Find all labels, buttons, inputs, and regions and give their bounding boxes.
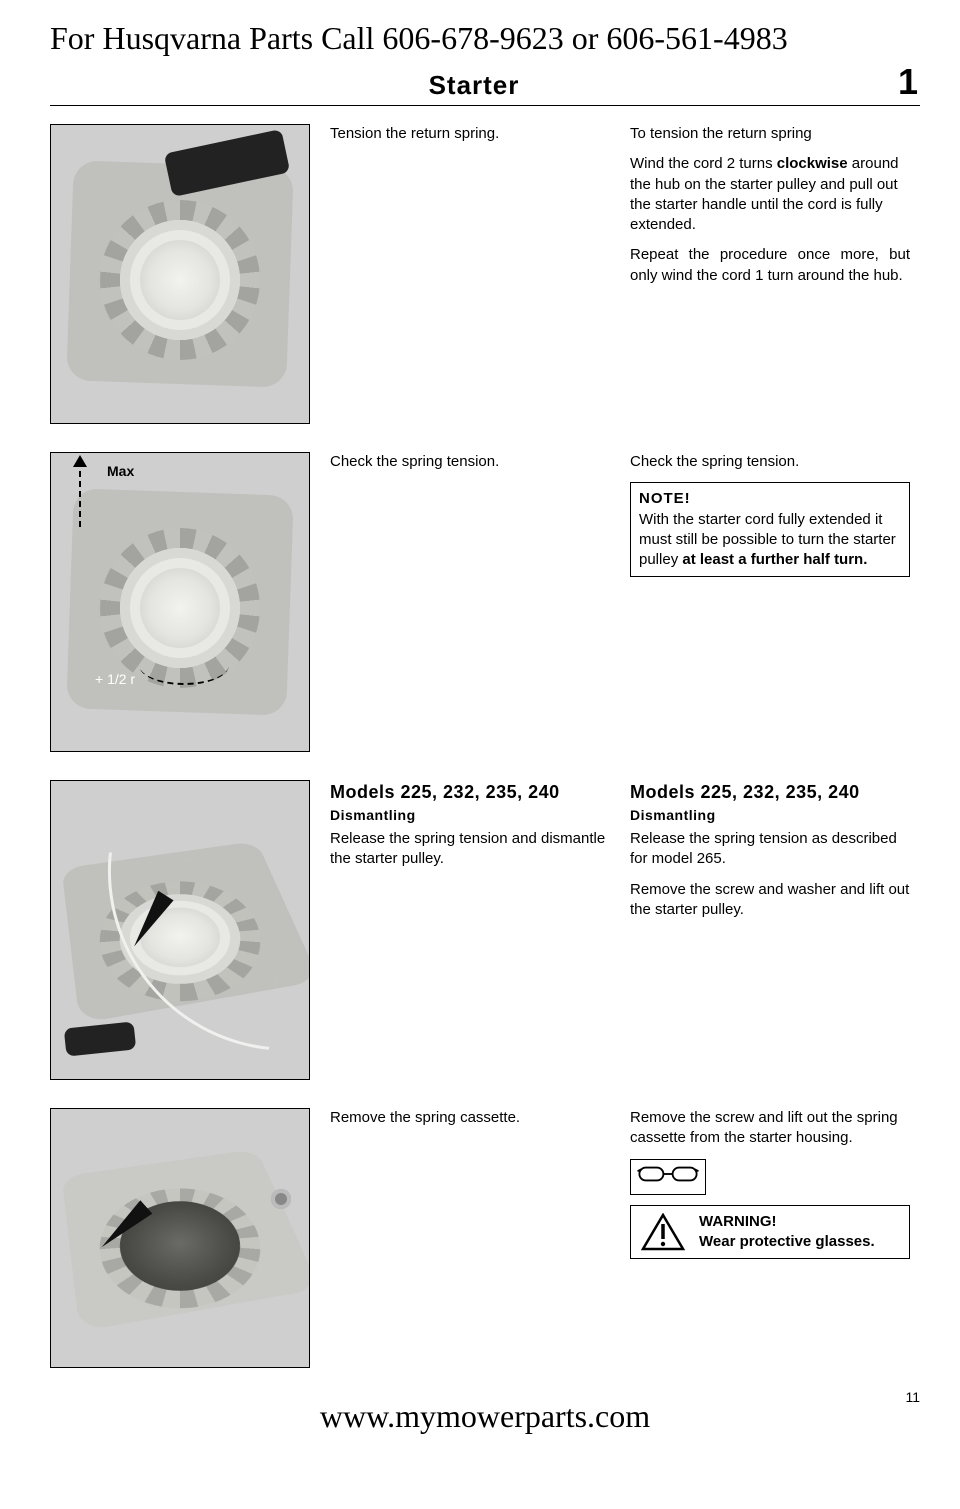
section-title: Starter	[50, 70, 898, 101]
step4-left-caption: Remove the spring cassette.	[330, 1108, 610, 1128]
figure-check-tension: Max + 1/2 r	[50, 452, 310, 752]
step3-right-sub: Dismantling	[630, 806, 910, 825]
figure-tension-spring	[50, 124, 310, 424]
step2-left-caption: Check the spring tension.	[330, 452, 610, 472]
step3-left-sub: Dismantling	[330, 806, 610, 825]
note-title: NOTE!	[639, 489, 901, 509]
label-half-turn: + 1/2 r	[95, 671, 135, 687]
step-row-1: Tension the return spring. To tension th…	[50, 124, 920, 424]
step1-right-col: To tension the return spring Wind the co…	[630, 124, 910, 296]
step3-right-heading: Models 225, 232, 235, 240	[630, 780, 910, 804]
header-top-line: For Husqvarna Parts Call 606-678-9623 or…	[50, 20, 920, 57]
section-number: 1	[898, 61, 920, 103]
note-box: NOTE! With the starter cord fully extend…	[630, 482, 910, 577]
step2-left-col: Check the spring tension.	[330, 452, 610, 482]
step4-left-col: Remove the spring cassette.	[330, 1108, 610, 1138]
max-indicator: Max	[107, 463, 134, 479]
step3-right-p1: Release the spring tension as described …	[630, 829, 910, 870]
step3-left-body: Release the spring tension and dismantle…	[330, 829, 610, 870]
warning-box: WARNING! Wear protective glasses.	[630, 1205, 910, 1260]
warning-title: WARNING!	[699, 1212, 875, 1232]
step1-right-p2: Repeat the procedure once more, but only…	[630, 245, 910, 286]
step2-right-caption: Check the spring tension.	[630, 452, 910, 472]
step3-right-col: Models 225, 232, 235, 240 Dismantling Re…	[630, 780, 910, 930]
step-row-4: Remove the spring cassette. Remove the s…	[50, 1108, 920, 1368]
step1-right-p1: Wind the cord 2 turns clockwise around t…	[630, 154, 910, 235]
warning-text: WARNING! Wear protective glasses.	[699, 1212, 875, 1253]
step3-right-p2: Remove the screw and washer and lift out…	[630, 880, 910, 921]
bold-text: at least a further half turn.	[682, 551, 867, 568]
note-body: With the starter cord fully extended it …	[639, 510, 901, 571]
step4-right-caption: Remove the screw and lift out the spring…	[630, 1108, 910, 1149]
bold-text: clockwise	[777, 155, 848, 172]
page-number: 11	[905, 1389, 920, 1405]
glasses-icon	[630, 1159, 706, 1195]
label-max: Max	[107, 463, 134, 479]
warning-icon	[641, 1213, 685, 1251]
step3-left-heading: Models 225, 232, 235, 240	[330, 780, 610, 804]
warning-body: Wear protective glasses.	[699, 1232, 875, 1252]
footer-url: www.mymowerparts.com	[50, 1398, 920, 1435]
step-row-3: Models 225, 232, 235, 240 Dismantling Re…	[50, 780, 920, 1080]
text: Wind the cord 2 turns	[630, 155, 777, 172]
figure-dismantle-pulley	[50, 780, 310, 1080]
step1-caption: Tension the return spring.	[330, 124, 610, 144]
step1-right-heading: To tension the return spring	[630, 124, 910, 144]
step3-left-col: Models 225, 232, 235, 240 Dismantling Re…	[330, 780, 610, 880]
step1-left-col: Tension the return spring.	[330, 124, 610, 154]
title-row: Starter 1	[50, 61, 920, 106]
step4-right-col: Remove the screw and lift out the spring…	[630, 1108, 910, 1259]
step-row-2: Max + 1/2 r Check the spring tension. Ch…	[50, 452, 920, 752]
step2-right-col: Check the spring tension. NOTE! With the…	[630, 452, 910, 577]
figure-spring-cassette	[50, 1108, 310, 1368]
